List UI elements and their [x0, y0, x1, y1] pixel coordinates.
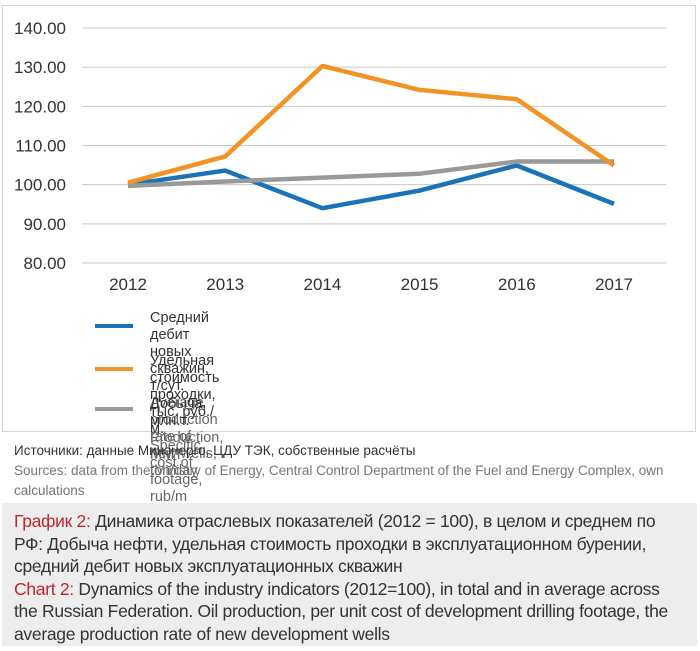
- x-tick-label: 2013: [206, 275, 244, 294]
- caption-en-label: Chart 2:: [14, 578, 74, 599]
- x-tick-label: 2016: [498, 275, 536, 294]
- series-lines: [127, 63, 616, 211]
- y-tick-label: 130.00: [14, 58, 66, 77]
- caption-en-text: Dynamics of the industry indicators (201…: [14, 578, 668, 644]
- legend-label-ru: Средний дебит новых скважин, т/сут.: [150, 310, 210, 394]
- y-tick-label: 80.00: [23, 254, 66, 273]
- sources-ru: Источники: данные Минэнерго, ЦДУ ТЭК, со…: [14, 443, 416, 458]
- sources-en: Sources: data from the Ministry of Energ…: [14, 463, 664, 498]
- caption-en: Chart 2: Dynamics of the industry indica…: [14, 578, 687, 646]
- caption-ru-label: График 2:: [14, 511, 91, 531]
- legend-label-en: Specific cost of footage, rub/m: [150, 438, 203, 505]
- legend-label-en: Production, MMT: [150, 430, 224, 463]
- line-chart: 80.00 90.00 100.00 110.00 120.00 130.00 140.00…: [14, 19, 666, 294]
- x-axis-ticks: 2012 2013 2014 2015 2016 2017: [109, 275, 633, 294]
- legend-swatch-orange: [95, 367, 133, 371]
- legend-label-ru: Добыча, млн.т.: [150, 396, 207, 429]
- x-tick-label: 2015: [401, 275, 439, 294]
- chart-caption: График 2: Динамика отраслевых показателе…: [2, 503, 697, 646]
- series-line-new-wells-rate: [127, 163, 615, 211]
- y-tick-label: 110.00: [15, 137, 66, 156]
- caption-ru-text: Динамика отраслевых показателей (2012 = …: [14, 511, 656, 576]
- gridlines: [82, 27, 666, 264]
- series-line-production: [127, 159, 614, 189]
- legend-label-ru: Удельная стоимость проходки, тыс. руб./м…: [150, 353, 220, 437]
- y-axis-ticks: 80.00 90.00 100.00 110.00 120.00 130.00 140.00: [14, 19, 66, 273]
- y-tick-label: 120.00: [14, 97, 66, 116]
- y-tick-label: 140.00: [14, 19, 66, 38]
- x-tick-label: 2012: [109, 275, 147, 294]
- y-tick-label: 100.00: [14, 176, 66, 195]
- caption-ru: График 2: Динамика отраслевых показателе…: [14, 510, 687, 578]
- legend-swatch-blue: [95, 324, 133, 328]
- sources-note: Источники: данные Минэнерго, ЦДУ ТЭК, со…: [14, 441, 694, 501]
- series-line-footage-cost: [127, 63, 616, 185]
- legend-label-en: Average production rate of new wells, to…: [150, 395, 218, 479]
- y-tick-label: 90.00: [23, 215, 66, 234]
- x-tick-label: 2014: [303, 275, 341, 294]
- chart-frame: [2, 5, 696, 432]
- legend-swatch-gray: [95, 407, 133, 411]
- x-tick-label: 2017: [595, 275, 633, 294]
